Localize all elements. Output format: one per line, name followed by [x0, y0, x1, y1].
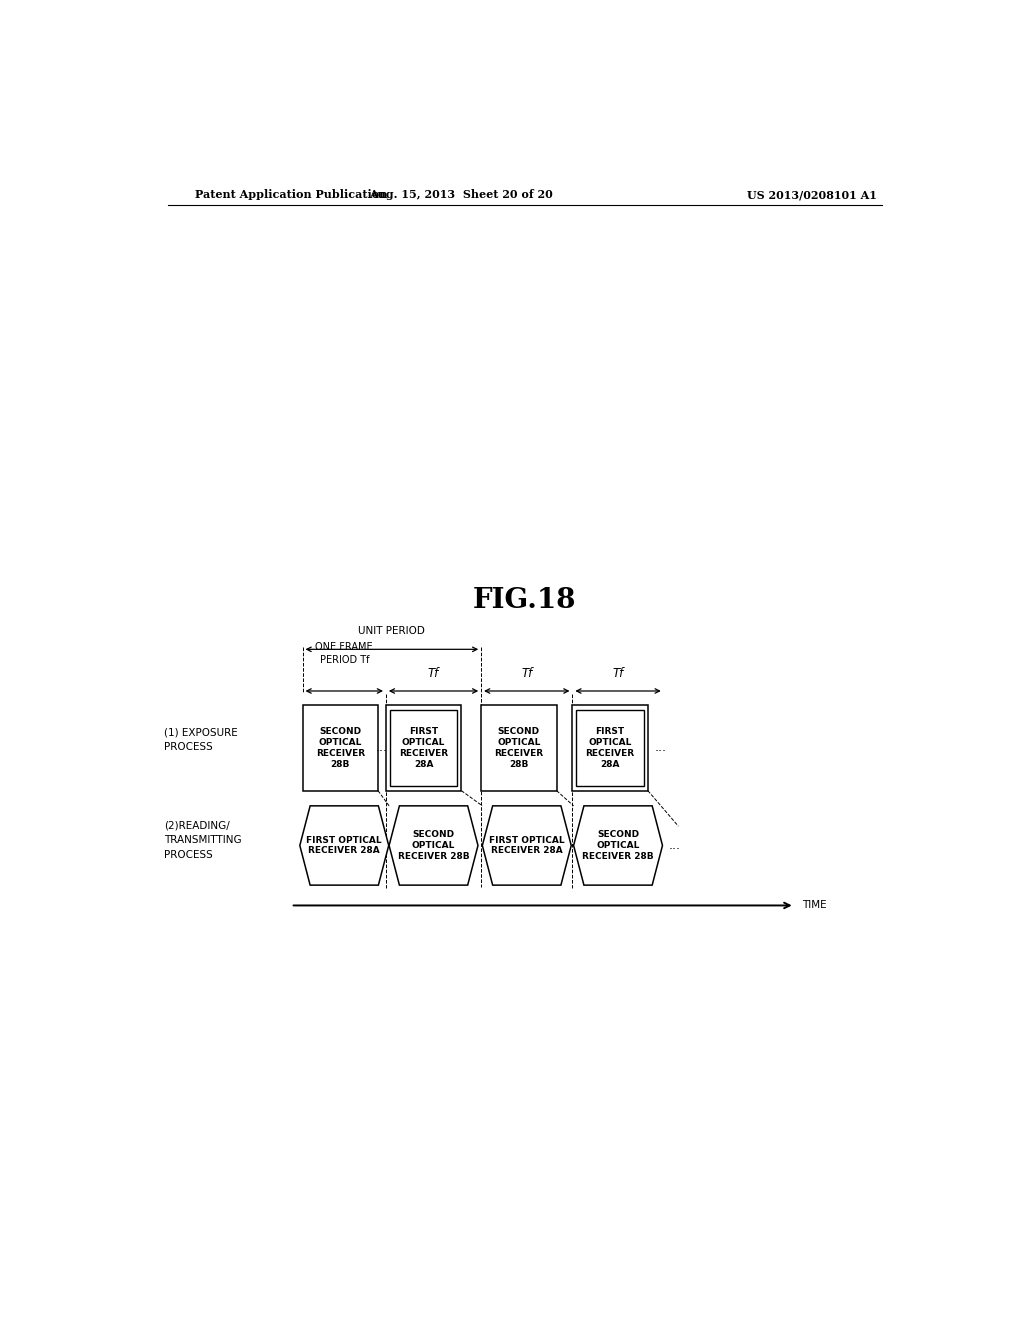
Text: FIG.18: FIG.18 — [473, 587, 577, 614]
Bar — [303, 705, 378, 791]
Bar — [572, 705, 648, 791]
Bar — [481, 705, 557, 791]
Text: SECOND
OPTICAL
RECEIVER
28B: SECOND OPTICAL RECEIVER 28B — [495, 727, 544, 768]
Text: FIRST
OPTICAL
RECEIVER
28A: FIRST OPTICAL RECEIVER 28A — [586, 727, 635, 768]
Bar — [577, 710, 644, 785]
Text: SECOND
OPTICAL
RECEIVER
28B: SECOND OPTICAL RECEIVER 28B — [315, 727, 365, 768]
Bar — [386, 705, 461, 791]
Text: SECOND
OPTICAL
RECEIVER 28B: SECOND OPTICAL RECEIVER 28B — [583, 830, 654, 861]
Text: UNIT PERIOD: UNIT PERIOD — [358, 626, 425, 636]
Text: ...: ... — [376, 742, 388, 755]
Text: (2)READING/
TRANSMITTING
PROCESS: (2)READING/ TRANSMITTING PROCESS — [164, 821, 242, 861]
Bar — [390, 710, 458, 785]
Text: ...: ... — [669, 840, 681, 851]
Text: Tf: Tf — [521, 667, 532, 680]
Polygon shape — [300, 805, 389, 886]
Polygon shape — [389, 805, 478, 886]
Text: SECOND
OPTICAL
RECEIVER 28B: SECOND OPTICAL RECEIVER 28B — [397, 830, 469, 861]
Text: ONE FRAME
PERIOD Tf: ONE FRAME PERIOD Tf — [315, 642, 373, 664]
Text: (1) EXPOSURE
PROCESS: (1) EXPOSURE PROCESS — [164, 727, 238, 752]
Text: ...: ... — [654, 742, 667, 755]
Text: Aug. 15, 2013  Sheet 20 of 20: Aug. 15, 2013 Sheet 20 of 20 — [370, 190, 553, 201]
Text: FIRST
OPTICAL
RECEIVER
28A: FIRST OPTICAL RECEIVER 28A — [399, 727, 449, 768]
Text: FIRST OPTICAL
RECEIVER 28A: FIRST OPTICAL RECEIVER 28A — [306, 836, 382, 855]
Text: US 2013/0208101 A1: US 2013/0208101 A1 — [748, 190, 877, 201]
Text: Patent Application Publication: Patent Application Publication — [196, 190, 388, 201]
Polygon shape — [482, 805, 571, 886]
Polygon shape — [573, 805, 663, 886]
Text: Tf: Tf — [428, 667, 439, 680]
Text: TIME: TIME — [803, 900, 827, 911]
Text: FIRST OPTICAL
RECEIVER 28A: FIRST OPTICAL RECEIVER 28A — [489, 836, 564, 855]
Text: Tf: Tf — [612, 667, 624, 680]
